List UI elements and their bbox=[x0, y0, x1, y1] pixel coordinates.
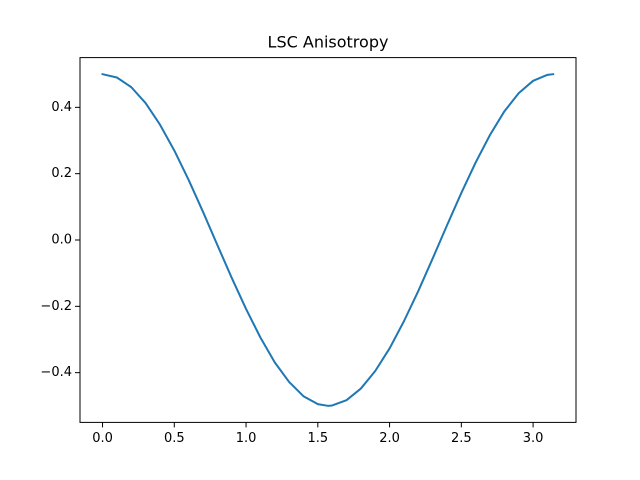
y-tick-label: 0.0 bbox=[51, 233, 72, 248]
chart-title: LSC Anisotropy bbox=[268, 33, 389, 52]
line bbox=[101, 72, 555, 407]
plot-frame bbox=[79, 57, 577, 423]
x-tick-label: 2.0 bbox=[379, 431, 400, 446]
x-tick-label: 0.5 bbox=[164, 431, 185, 446]
x-tick-label: 1.0 bbox=[236, 431, 257, 446]
x-tick-label: 0.0 bbox=[92, 431, 113, 446]
x-tick-label: 1.5 bbox=[307, 431, 328, 446]
y-tick-label: −0.4 bbox=[40, 365, 72, 380]
y-tick-label: 0.4 bbox=[51, 100, 72, 115]
y-tick-label: 0.2 bbox=[51, 166, 72, 181]
x-tick-label: 2.5 bbox=[451, 431, 472, 446]
y-tick-label: −0.2 bbox=[40, 299, 72, 314]
x-tick-label: 3.0 bbox=[523, 431, 544, 446]
